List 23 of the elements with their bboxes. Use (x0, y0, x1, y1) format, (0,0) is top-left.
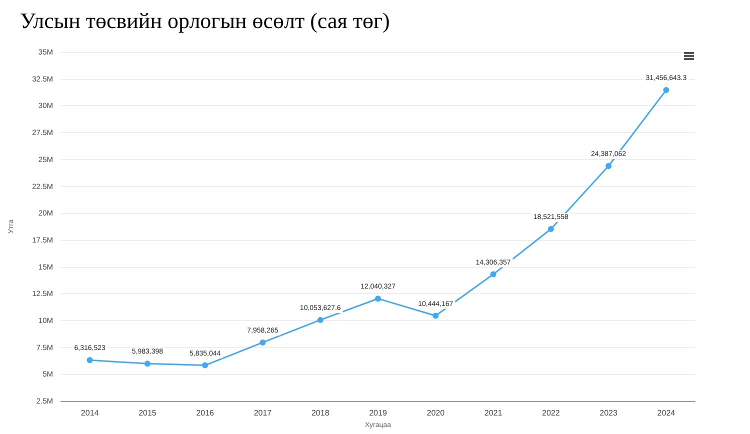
point (490, 271, 496, 278)
x-tick-label: 2014 (80, 408, 100, 418)
x-tick-label: 2021 (484, 408, 503, 418)
x-tick-label: 2023 (600, 408, 618, 418)
point (260, 339, 266, 346)
point (606, 163, 612, 169)
x-tick-label: 2020 (426, 408, 446, 418)
x-tick-label: 2022 (542, 408, 560, 418)
x-tick-label: 2019 (369, 408, 388, 418)
point (144, 360, 150, 367)
x-tick-label: 2016 (196, 408, 215, 418)
point (432, 312, 439, 319)
point (375, 296, 381, 302)
point (663, 87, 670, 94)
chart-title: Улсын төсвийн орлогын өсөлт (сая төг) (20, 8, 390, 34)
point (317, 316, 324, 323)
x-tick-label: 2018 (311, 408, 330, 418)
point (548, 226, 554, 232)
x-tick-label: 2024 (657, 408, 676, 418)
x-tick-label: 2015 (138, 408, 157, 418)
point (86, 357, 93, 364)
point (202, 362, 208, 368)
x-tick-label: 2017 (254, 408, 272, 418)
